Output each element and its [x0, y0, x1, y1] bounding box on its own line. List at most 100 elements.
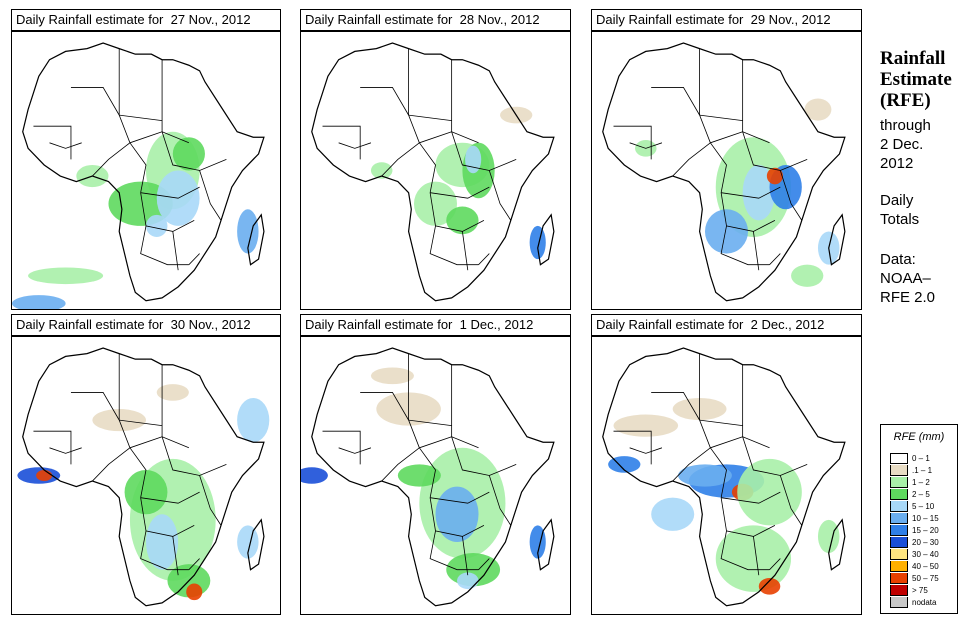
country-border: [753, 536, 760, 576]
country-border: [172, 536, 179, 576]
rainfall-area: [146, 514, 179, 570]
rainfall-map: [300, 31, 571, 310]
rainfall-area: [651, 497, 695, 531]
country-border: [699, 114, 743, 122]
country-border: [381, 142, 436, 193]
country-border: [140, 530, 189, 571]
country-border: [92, 142, 147, 193]
legend-item: 30 – 40: [890, 549, 956, 560]
country-border: [322, 430, 361, 465]
legend-label: .1 – 1: [912, 466, 933, 475]
rainfall-area: [529, 225, 546, 260]
legend-swatch: [890, 513, 908, 524]
country-border: [322, 125, 361, 160]
rainfall-area: [186, 583, 203, 601]
map-panel-27-nov: Daily Rainfall estimate for 27 Nov., 201…: [11, 9, 281, 310]
legend-label: 1 – 2: [912, 478, 930, 487]
rainfall-area: [715, 525, 792, 592]
legend-item: 40 – 50: [890, 561, 956, 572]
country-border: [92, 447, 147, 498]
country-border: [338, 447, 372, 454]
legend-label: 40 – 50: [912, 562, 939, 571]
africa-map-svg: [12, 42, 265, 309]
rainfall-area: [435, 486, 479, 542]
legend-label: 2 – 5: [912, 490, 930, 499]
country-border: [651, 86, 711, 143]
country-border: [488, 170, 512, 221]
country-border: [779, 475, 803, 526]
legend-label: 0 – 1: [912, 454, 930, 463]
rainfall-area: [704, 209, 749, 254]
country-border: [140, 491, 200, 504]
legend-swatch: [890, 453, 908, 464]
rainfall-map: [591, 31, 862, 310]
panel-title: Daily Rainfall estimate for 1 Dec., 2012: [300, 314, 571, 336]
legend-swatch: [890, 525, 908, 536]
rainfall-area: [237, 209, 259, 254]
country-border: [613, 125, 652, 160]
country-border: [140, 225, 189, 266]
panel-title: Daily Rainfall estimate for 30 Nov., 201…: [11, 314, 281, 336]
country-border: [710, 436, 743, 449]
rainfall-area: [465, 145, 482, 174]
through-date: through 2 Dec. 2012: [880, 117, 931, 172]
country-border: [779, 170, 803, 221]
country-border: [429, 497, 485, 537]
country-border: [381, 447, 436, 498]
country-border: [188, 558, 200, 570]
africa-map-svg: [602, 347, 846, 607]
map-panel-30-nov: Daily Rainfall estimate for 30 Nov., 201…: [11, 314, 281, 615]
rainfall-area: [146, 214, 168, 237]
map-panel-28-nov: Daily Rainfall estimate for 28 Nov., 201…: [300, 9, 571, 310]
rainfall-map: [11, 31, 281, 310]
legend-item: 10 – 15: [890, 513, 956, 524]
coastline: [828, 213, 846, 266]
coastline: [22, 347, 265, 607]
rainfall-area: [124, 469, 168, 515]
coastline: [828, 518, 846, 571]
rainfall-area: [301, 467, 328, 484]
panel-title: Daily Rainfall estimate for 2 Dec., 2012: [591, 314, 862, 336]
country-border: [49, 447, 82, 454]
rainfall-area: [529, 525, 546, 559]
legend-item: 2 – 5: [890, 489, 956, 500]
africa-map-svg: [301, 347, 555, 607]
legend-label: 20 – 30: [912, 538, 939, 547]
country-border: [769, 558, 781, 570]
rainfall-area: [737, 458, 802, 526]
country-border: [119, 114, 163, 122]
panel-title: Daily Rainfall estimate for 27 Nov., 201…: [11, 9, 281, 31]
country-border: [33, 430, 72, 465]
legend-item: > 75: [890, 585, 956, 596]
legend-label: > 75: [912, 586, 928, 595]
legend-item: 5 – 10: [890, 501, 956, 512]
rainfall-area: [156, 384, 189, 401]
map-panel-1-dec: Daily Rainfall estimate for 1 Dec., 2012: [300, 314, 571, 615]
legend-label: 5 – 10: [912, 502, 935, 511]
africa-map-svg: [17, 347, 270, 607]
rainfall-area: [608, 456, 641, 473]
country-border: [629, 142, 663, 149]
country-border: [33, 125, 72, 160]
country-border: [419, 436, 452, 449]
legend-swatch: [890, 465, 908, 476]
country-border: [478, 253, 490, 265]
country-border: [720, 530, 770, 571]
country-border: [699, 419, 743, 427]
country-border: [70, 391, 131, 448]
country-border: [161, 436, 227, 476]
legend-swatch: [890, 573, 908, 584]
country-border: [140, 186, 200, 199]
country-border: [129, 131, 163, 144]
rainfall-area: [237, 525, 259, 559]
map-panel-2-dec: Daily Rainfall estimate for 2 Dec., 2012: [591, 314, 862, 615]
data-source: Data: NOAA– RFE 2.0: [880, 251, 936, 306]
country-border: [199, 475, 222, 526]
legend-swatch: [890, 489, 908, 500]
rainfall-map: [11, 336, 281, 615]
rainfall-area: [791, 264, 824, 287]
country-border: [488, 475, 512, 526]
country-border: [408, 419, 452, 427]
country-border: [478, 558, 490, 570]
africa-map-svg: [311, 42, 555, 302]
